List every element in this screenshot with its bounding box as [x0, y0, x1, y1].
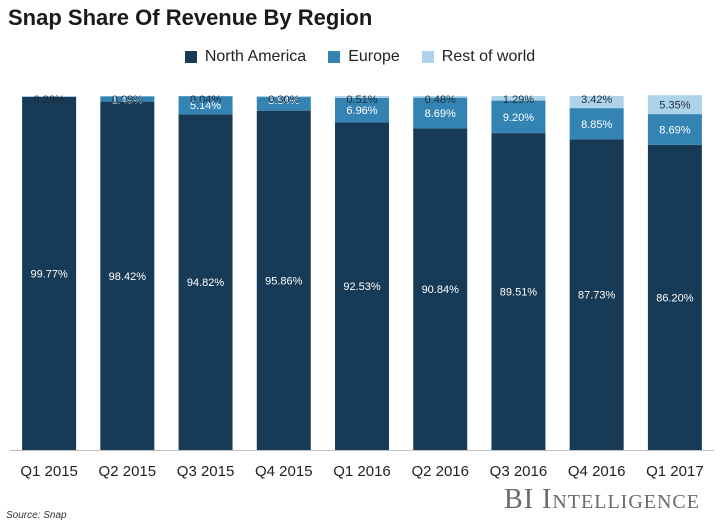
data-label: 0.48% — [425, 94, 456, 106]
data-label: 92.53% — [343, 281, 381, 293]
bar-segment-north-america — [569, 139, 624, 451]
legend-swatch-north-america — [184, 51, 197, 63]
bar-segment-europe — [100, 96, 155, 102]
x-tick-label: Q4 2015 — [255, 463, 313, 480]
data-label: 3.84% — [268, 95, 299, 107]
bar-segment-rest-of-world — [647, 95, 702, 115]
legend-item-north-america: North America — [184, 48, 307, 66]
bar-segment-rest-of-world — [491, 96, 546, 101]
bar-segment-rest-of-world — [22, 96, 77, 97]
data-label: 9.20% — [503, 112, 534, 124]
x-tick-label: Q1 2015 — [20, 463, 78, 480]
source-note: Source: Snap — [6, 510, 67, 521]
data-label: 0.23% — [34, 94, 65, 106]
bar-segment-rest-of-world — [413, 95, 468, 98]
brand-logo: BI Intelligence — [504, 484, 700, 516]
bar-segment-north-america — [413, 128, 468, 451]
bar-segment-north-america — [491, 133, 546, 451]
legend-item-europe: Europe — [328, 48, 400, 66]
bar-segment-europe — [569, 108, 624, 140]
data-label: 0.30% — [268, 94, 299, 106]
bar-segment-europe — [413, 97, 468, 129]
legend-swatch-europe — [328, 51, 341, 63]
legend-item-rest-of-world: Rest of world — [421, 48, 536, 66]
data-label: 89.51% — [500, 287, 538, 299]
bar-segment-europe — [178, 96, 233, 115]
bar-segment-rest-of-world — [256, 96, 311, 98]
data-label: 90.84% — [422, 284, 460, 296]
bar-segment-north-america — [335, 122, 389, 451]
data-label: 1.49% — [112, 94, 143, 106]
data-label: 8.69% — [425, 108, 456, 120]
x-tick-label: Q2 2015 — [99, 463, 157, 480]
chart-title: Snap Share Of Revenue By Region — [8, 5, 373, 30]
data-label: 1.29% — [503, 94, 534, 106]
bar-segment-rest-of-world — [335, 96, 389, 98]
data-label: 6.96% — [346, 105, 377, 117]
bar-segment-europe — [647, 114, 702, 145]
bar-segment-north-america — [647, 144, 702, 451]
data-label: 95.86% — [265, 275, 303, 287]
brand-text: BI Intelligence — [504, 484, 700, 515]
data-label: 5.35% — [659, 100, 690, 112]
x-tick-label: Q2 2016 — [411, 463, 469, 480]
data-label: 8.85% — [581, 119, 612, 131]
legend-label-north-america: North America — [204, 48, 307, 65]
bar-segment-north-america — [22, 96, 77, 450]
bar-segment-north-america — [178, 114, 233, 451]
data-label: 98.42% — [109, 271, 147, 283]
x-tick-label: Q3 2015 — [177, 463, 235, 480]
bar-segment-europe — [256, 97, 311, 111]
legend-swatch-rest-of-world — [421, 51, 434, 63]
data-label: 86.20% — [656, 292, 694, 304]
data-label: 0.09% — [112, 94, 143, 106]
legend-label-rest-of-world: Rest of world — [441, 48, 536, 65]
bar-segment-north-america — [256, 110, 311, 450]
bar-segment-europe — [335, 97, 389, 123]
data-label: 99.77% — [30, 268, 68, 280]
data-label: 0.04% — [190, 94, 221, 106]
data-label: 8.69% — [659, 124, 690, 136]
bar-segment-europe — [491, 100, 546, 134]
x-tick-label: Q3 2016 — [490, 463, 548, 480]
data-label: 94.82% — [187, 277, 225, 289]
data-label: 3.42% — [581, 94, 612, 106]
x-tick-label: Q4 2016 — [568, 463, 626, 480]
bar-segment-north-america — [100, 101, 155, 450]
data-label: 87.73% — [578, 290, 616, 302]
x-tick-label: Q1 2017 — [646, 463, 704, 480]
legend: North America Europe Rest of world — [0, 46, 720, 68]
x-tick-label: Q1 2016 — [333, 463, 391, 480]
data-label: 0.51% — [346, 94, 377, 106]
data-label: 5.14% — [190, 100, 221, 112]
legend-label-europe: Europe — [348, 48, 400, 65]
bar-segment-rest-of-world — [569, 96, 624, 109]
